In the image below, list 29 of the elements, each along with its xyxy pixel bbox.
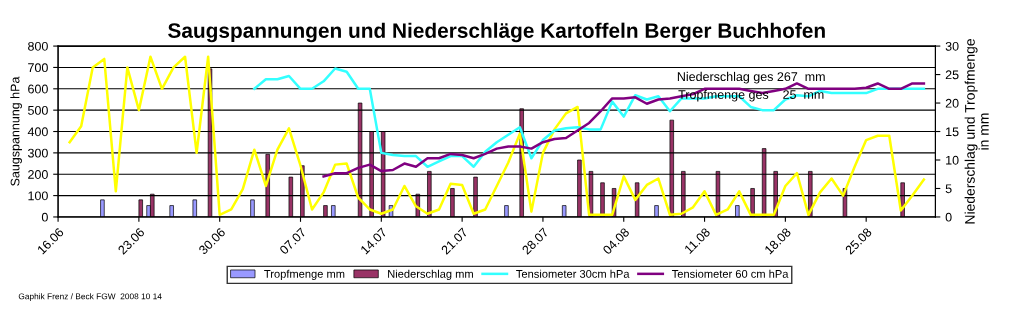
- y2-tick-label: 10: [946, 155, 959, 165]
- line-series: [322, 82, 926, 178]
- y-tick-label: 200: [28, 170, 48, 179]
- chart-title: Saugspannungen und Niederschläge Kartoffeln Berger Buchhofen: [168, 22, 825, 43]
- y-tick-label: 300: [27, 148, 48, 158]
- y-tick-label: 600: [28, 84, 48, 94]
- y2-tick-label: 20: [945, 98, 959, 108]
- y-tick-label: 100: [28, 191, 48, 201]
- line-series: [253, 67, 926, 169]
- y-tick-label: 0: [41, 212, 48, 222]
- line-series: [68, 55, 926, 217]
- text: Gaphik Frenz / Beck FGW 2008 10 14: [18, 293, 162, 301]
- y-tick-label: 500: [28, 105, 48, 115]
- y2-tick-label: 25: [945, 70, 959, 80]
- y2-tick-label: 15: [946, 127, 959, 137]
- legend-label: Tropfmenge mm: [264, 269, 345, 281]
- annotation: Niederschlag ges 267 mm: [677, 71, 825, 84]
- y-axis-title: Saugspannung hPa: [10, 76, 22, 186]
- y2-tick-label: 30: [945, 41, 959, 51]
- legend-label: Tensiometer 30cm hPa: [516, 269, 630, 278]
- annotation: Tropfmenge ges 25 mm: [678, 89, 824, 102]
- y2-tick-label: 5: [945, 184, 952, 194]
- legend-label: Niederschlag mm: [388, 269, 473, 281]
- y-tick-label: 800: [28, 41, 48, 51]
- y2-tick-label: 0: [945, 212, 952, 222]
- y-tick-label: 700: [28, 63, 48, 73]
- legend-label: Tensiometer 60 cm hPa: [671, 269, 789, 278]
- y-tick-label: 400: [27, 127, 48, 137]
- y2-axis-title: Niederschlag und Tropfmenge in mm: [964, 39, 989, 224]
